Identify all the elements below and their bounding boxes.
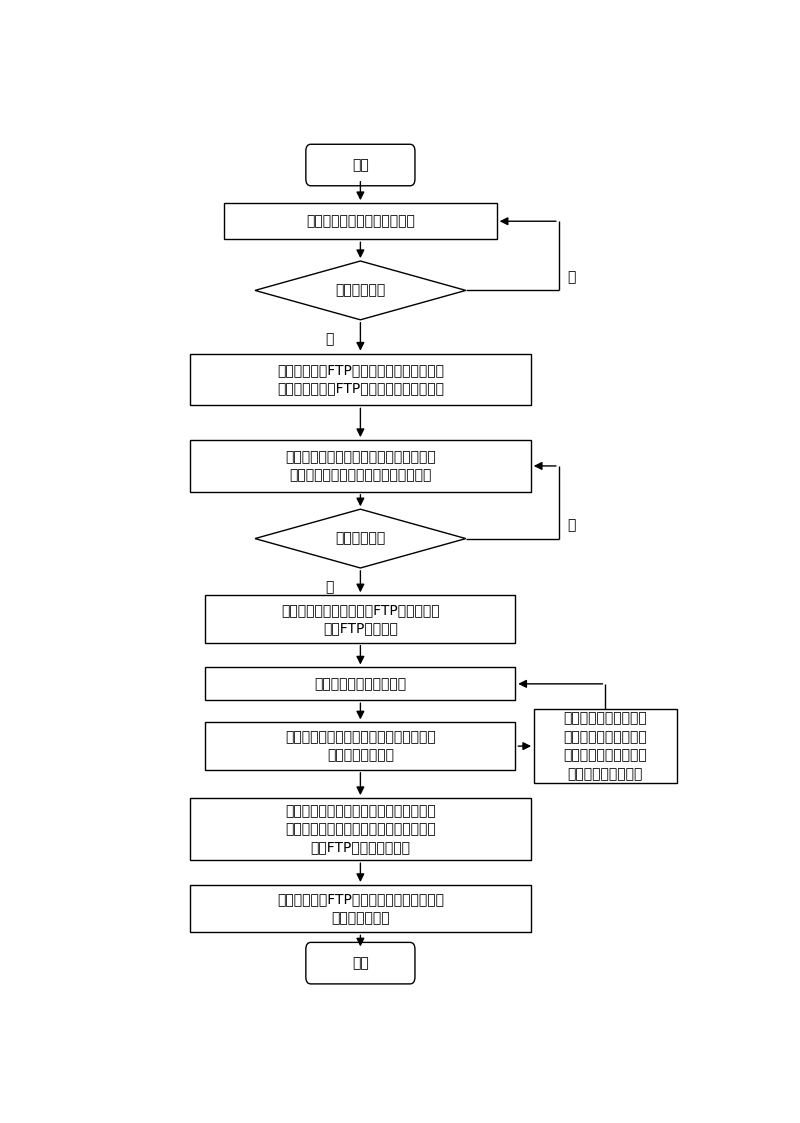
Text: 否: 否 [567,519,575,532]
Polygon shape [255,261,466,320]
Text: 认证是否通过: 认证是否通过 [335,531,386,546]
Bar [206,667,515,701]
Text: 开始: 开始 [352,158,369,172]
Text: 是: 是 [326,331,334,346]
Bar [206,722,515,770]
Text: 是: 是 [326,579,334,594]
Bar [224,203,497,239]
Polygon shape [255,509,466,568]
Bar [190,440,531,492]
Bar [190,354,531,405]
Text: 客户端的操作不符合符
合代理网关制定的安全
策略，代理网关阻断客
户端的维护操作请求: 客户端的操作不符合符 合代理网关制定的安全 策略，代理网关阻断客 户端的维护操作… [563,712,647,780]
FancyBboxPatch shape [306,942,415,984]
Text: 选择要维护的FTP服务器，管理平台自动调
用客户端，并对FTP账号信息进行自动填充: 选择要维护的FTP服务器，管理平台自动调 用客户端，并对FTP账号信息进行自动填… [277,363,444,395]
FancyBboxPatch shape [306,144,415,185]
Text: 结束: 结束 [352,956,369,970]
Text: 客户端发送维护操作请求: 客户端发送维护操作请求 [314,677,406,691]
Text: 认证是否通过: 认证是否通过 [335,283,386,298]
Bar [206,595,515,642]
Text: 代理网关将客户端连接到FTP服务器，并
建立FTP通信通道: 代理网关将客户端连接到FTP服务器，并 建立FTP通信通道 [281,603,440,636]
Text: 否: 否 [567,271,575,284]
Text: 代理网关判断客户端的操作的可行性，并
记录本次操作内容: 代理网关判断客户端的操作的可行性，并 记录本次操作内容 [285,730,436,763]
Text: 客户端登陆管理平台进行认证: 客户端登陆管理平台进行认证 [306,214,415,228]
Bar [534,710,677,783]
Text: 客户端的操作符合代理网关制定的安全策
略，代理网关将客户端的维护操作请求发
送至FTP服务器进行处理: 客户端的操作符合代理网关制定的安全策 略，代理网关将客户端的维护操作请求发 送至… [285,804,436,855]
Bar [190,798,531,860]
Text: 代理网关审计FTP服务器的处理结果，并将
其返回到客户端: 代理网关审计FTP服务器的处理结果，并将 其返回到客户端 [277,893,444,925]
Text: 客户端通过管理平台的自动调用连接至代
理网关，代理网关对连接请求进行认证: 客户端通过管理平台的自动调用连接至代 理网关，代理网关对连接请求进行认证 [285,449,436,482]
Bar [190,885,531,932]
